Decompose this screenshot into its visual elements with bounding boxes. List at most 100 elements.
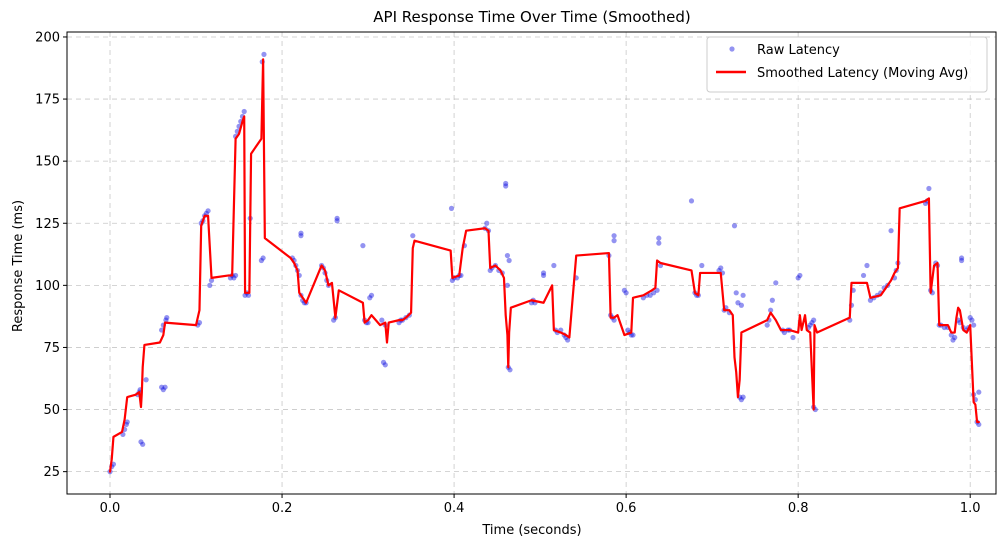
y-tick-label: 75 bbox=[43, 341, 60, 356]
y-tick-label: 25 bbox=[43, 465, 60, 480]
raw-latency-point bbox=[926, 185, 932, 192]
raw-latency-point bbox=[163, 317, 169, 323]
legend-label-smoothed: Smoothed Latency (Moving Avg) bbox=[757, 66, 968, 81]
raw-latency-point bbox=[733, 290, 739, 296]
y-tick-label: 200 bbox=[35, 30, 60, 45]
raw-latency-point bbox=[958, 257, 965, 264]
raw-latency-point bbox=[207, 282, 213, 288]
raw-latency-point bbox=[138, 439, 144, 445]
y-tick-label: 125 bbox=[35, 217, 60, 232]
raw-latency-point bbox=[718, 265, 724, 271]
raw-latency-point bbox=[630, 332, 636, 338]
raw-latency-point bbox=[540, 272, 547, 279]
raw-latency-point bbox=[764, 322, 770, 328]
raw-latency-point bbox=[656, 240, 662, 246]
raw-latency-point bbox=[735, 300, 741, 306]
chart-title: API Response Time Over Time (Smoothed) bbox=[373, 8, 690, 26]
y-tick-label: 175 bbox=[35, 93, 60, 108]
x-tick-label: 0.4 bbox=[444, 501, 465, 516]
raw-latency-point bbox=[773, 280, 779, 286]
raw-latency-point bbox=[769, 297, 775, 303]
raw-latency-point bbox=[449, 277, 455, 283]
y-tick-label: 100 bbox=[35, 279, 60, 294]
raw-latency-point bbox=[164, 315, 170, 321]
raw-latency-point bbox=[969, 317, 975, 323]
x-tick-label: 1.0 bbox=[960, 501, 981, 516]
axis-ticks: 0.0 0.2 0.4 0.6 0.8 1.0 25 50 75 100 125 150 175 200 bbox=[35, 30, 980, 516]
raw-latency-point bbox=[242, 292, 248, 298]
raw-latency-point bbox=[487, 267, 493, 274]
raw-latency-point bbox=[360, 243, 366, 249]
legend: Raw Latency Smoothed Latency (Moving Avg… bbox=[706, 36, 988, 93]
raw-latency-point bbox=[625, 327, 631, 333]
raw-latency-point bbox=[888, 228, 894, 234]
raw-latency-point bbox=[506, 257, 512, 264]
raw-latency-point bbox=[503, 180, 509, 187]
legend-box bbox=[706, 36, 988, 93]
raw-latency-point bbox=[621, 287, 628, 293]
raw-latency-point bbox=[651, 290, 657, 296]
raw-latency-point bbox=[260, 255, 266, 261]
raw-latency-point bbox=[976, 389, 982, 395]
x-tick-label: 0.6 bbox=[616, 501, 637, 516]
raw-latency-point bbox=[334, 218, 340, 224]
raw-latency-point bbox=[768, 307, 774, 313]
y-axis-title: Response Time (ms) bbox=[11, 200, 26, 332]
raw-latency-point bbox=[143, 377, 149, 383]
raw-latency-point bbox=[227, 275, 234, 281]
raw-latency-point bbox=[162, 384, 168, 390]
raw-latency-point bbox=[716, 267, 722, 274]
raw-latency-point bbox=[124, 419, 130, 425]
x-tick-label: 0.8 bbox=[788, 501, 809, 516]
raw-latency-point bbox=[976, 421, 982, 428]
raw-latency-point bbox=[368, 292, 375, 298]
raw-latency-point bbox=[504, 282, 511, 288]
raw-latency-point bbox=[809, 320, 815, 326]
raw-latency-point bbox=[948, 332, 954, 338]
raw-latency-point bbox=[623, 290, 629, 296]
x-tick-label: 0.0 bbox=[100, 501, 121, 516]
raw-latency-point bbox=[738, 397, 744, 403]
raw-latency-point bbox=[123, 421, 129, 428]
raw-latency-point bbox=[860, 272, 867, 279]
raw-latency-point bbox=[507, 367, 513, 373]
raw-latency-point bbox=[688, 198, 695, 204]
raw-latency-point bbox=[241, 108, 247, 115]
raw-latency-point bbox=[864, 262, 870, 269]
raw-latency-point bbox=[334, 215, 340, 221]
raw-latency-point bbox=[958, 255, 965, 261]
legend-marker-raw bbox=[729, 46, 735, 52]
raw-latency-point bbox=[740, 292, 746, 298]
raw-latency-point bbox=[699, 262, 705, 269]
smoothed-latency-line bbox=[108, 58, 980, 473]
raw-latency-point bbox=[196, 320, 203, 326]
raw-latency-point bbox=[740, 394, 746, 400]
raw-latency-point bbox=[448, 205, 455, 211]
raw-latency-point bbox=[654, 287, 660, 293]
raw-latency-point bbox=[551, 262, 557, 269]
raw-latency-point bbox=[867, 297, 874, 303]
raw-latency-point bbox=[611, 238, 617, 244]
raw-latency-point bbox=[382, 362, 388, 368]
raw-latency-point bbox=[245, 292, 252, 298]
raw-latency-point bbox=[950, 337, 956, 343]
x-axis-title: Time (seconds) bbox=[481, 523, 581, 538]
plot-frame bbox=[66, 31, 997, 495]
raw-latency-point bbox=[232, 272, 239, 279]
raw-latency-point bbox=[261, 51, 267, 57]
raw-latency-point bbox=[795, 275, 801, 281]
raw-latency-point bbox=[540, 270, 547, 276]
raw-latency-point bbox=[367, 295, 373, 301]
raw-latency-point bbox=[738, 302, 744, 308]
raw-latency-point bbox=[611, 317, 617, 323]
raw-latency-point bbox=[807, 322, 813, 328]
raw-latency-point bbox=[941, 324, 947, 331]
raw-latency-point bbox=[967, 315, 973, 321]
raw-latency-point bbox=[298, 230, 304, 236]
raw-latency-point bbox=[159, 384, 165, 390]
raw-latency-point bbox=[971, 322, 977, 328]
raw-latency-point bbox=[611, 233, 617, 239]
raw-latency-point bbox=[380, 359, 387, 365]
y-tick-label: 50 bbox=[43, 403, 60, 418]
raw-latency-point bbox=[331, 317, 337, 323]
